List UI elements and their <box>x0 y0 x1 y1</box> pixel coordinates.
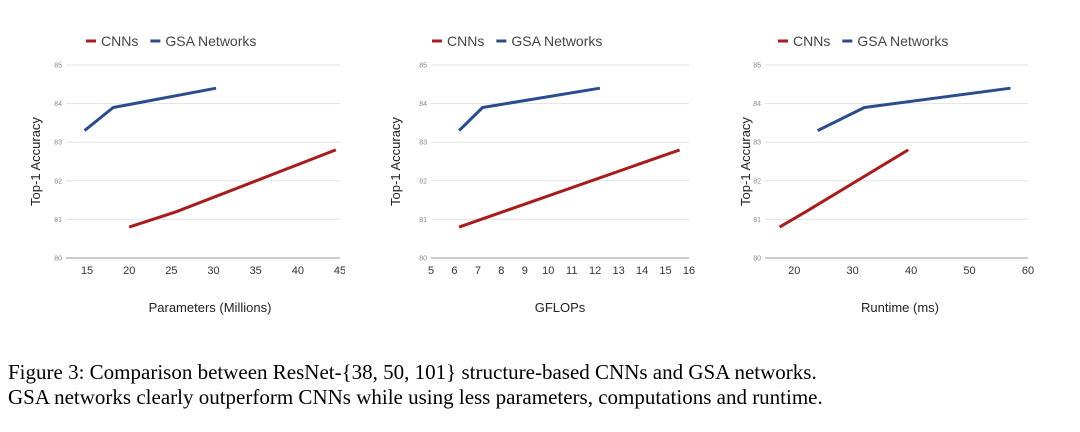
x-tick-label: 15 <box>81 265 93 277</box>
y-axis-title: Top-1 Accuracy <box>738 117 753 206</box>
series-line-gsa-networks <box>83 86 217 132</box>
x-tick-label: 45 <box>334 265 345 277</box>
y-tick-label: 82 <box>419 178 427 185</box>
legend-label: GSA Networks <box>165 33 256 49</box>
x-tick-label: 13 <box>613 265 625 277</box>
y-tick-label: 84 <box>753 101 761 108</box>
x-tick-label: 8 <box>498 265 504 277</box>
x-tick-label: 10 <box>542 265 554 277</box>
x-tick-label: 14 <box>636 265 648 277</box>
y-axis-title: Top-1 Accuracy <box>28 117 43 206</box>
legend-label: GSA Networks <box>857 33 948 49</box>
x-tick-label: 5 <box>428 265 434 277</box>
series-line-cnns <box>458 148 681 229</box>
x-tick-label: 16 <box>683 265 695 277</box>
chart-parameters: 80 81 82 83 84 85 15 20 25 30 35 40 45 Parameters (Mi… <box>28 33 345 315</box>
x-tick-label: 12 <box>589 265 601 277</box>
y-tick-label: 80 <box>753 256 761 263</box>
series-line-gsa-networks <box>458 86 601 132</box>
legend-label: CNNs <box>447 33 484 49</box>
x-tick-label: 11 <box>566 265 577 277</box>
figure-caption: Figure 3: Comparison between ResNet-{38,… <box>8 360 1072 410</box>
x-tick-label: 7 <box>475 265 481 277</box>
x-axis-title: Parameters (Millions) <box>149 300 272 315</box>
legend-label: CNNs <box>793 33 830 49</box>
x-tick-label: 35 <box>250 265 262 277</box>
caption-line-1: Figure 3: Comparison between ResNet-{38,… <box>8 360 817 384</box>
series-line-gsa-networks <box>816 86 1011 132</box>
x-tick-label: 40 <box>292 265 304 277</box>
y-tick-label: 85 <box>753 63 761 70</box>
x-tick-label: 9 <box>522 265 528 277</box>
chart-gflops: 80 81 82 83 84 85 5 6 7 8 9 10 11 12 13 14 15 16 GFLOPs Top… <box>388 33 695 315</box>
x-tick-label: 40 <box>905 265 917 277</box>
x-tick-label: 25 <box>165 265 177 277</box>
y-tick-label: 81 <box>419 217 427 224</box>
caption-line-2: GSA networks clearly outperform CNNs whi… <box>8 385 823 409</box>
legend-label: CNNs <box>101 33 138 49</box>
x-tick-label: 15 <box>659 265 671 277</box>
y-axis-title: Top-1 Accuracy <box>388 117 403 206</box>
x-axis-title: Runtime (ms) <box>861 300 939 315</box>
y-tick-label: 83 <box>419 140 427 147</box>
y-tick-label: 83 <box>54 140 62 147</box>
y-tick-label: 85 <box>419 63 427 70</box>
y-tick-label: 82 <box>54 178 62 185</box>
x-axis-title: GFLOPs <box>535 300 586 315</box>
x-tick-label: 6 <box>451 265 457 277</box>
x-tick-label: 50 <box>963 265 975 277</box>
y-tick-label: 85 <box>54 63 62 70</box>
series-line-cnns <box>128 148 337 229</box>
y-tick-label: 83 <box>753 140 761 147</box>
y-tick-label: 84 <box>54 101 62 108</box>
y-tick-label: 84 <box>419 101 427 108</box>
y-tick-label: 80 <box>419 256 427 263</box>
series-line-cnns <box>778 148 909 229</box>
y-tick-label: 81 <box>54 217 62 224</box>
legend-label: GSA Networks <box>511 33 602 49</box>
x-tick-label: 30 <box>207 265 219 277</box>
x-tick-label: 60 <box>1022 265 1034 277</box>
x-tick-label: 20 <box>123 265 135 277</box>
x-tick-label: 30 <box>847 265 859 277</box>
y-tick-label: 80 <box>54 256 62 263</box>
x-tick-label: 20 <box>788 265 800 277</box>
chart-runtime: 80 81 82 83 84 85 20 30 40 50 60 Runtime (ms) Top-1 … <box>738 33 1034 315</box>
y-tick-label: 82 <box>753 178 761 185</box>
y-tick-label: 81 <box>753 217 761 224</box>
